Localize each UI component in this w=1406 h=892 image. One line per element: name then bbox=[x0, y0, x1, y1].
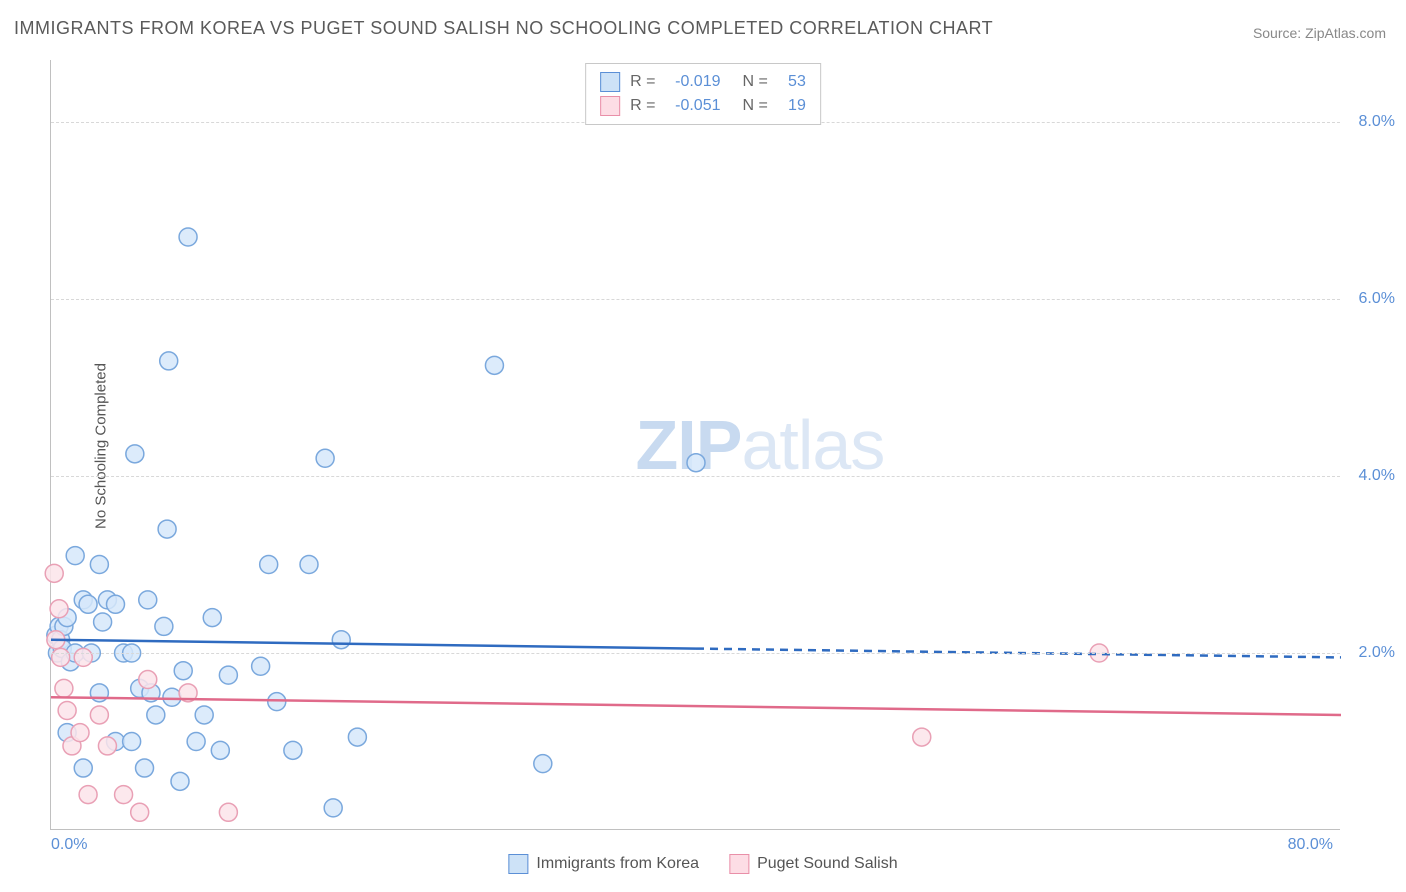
data-point bbox=[687, 454, 705, 472]
grid-line bbox=[51, 299, 1340, 300]
data-point bbox=[195, 706, 213, 724]
data-point bbox=[74, 648, 92, 666]
legend-correlation: R = -0.019 N = 53 R = -0.051 N = 19 bbox=[585, 63, 821, 125]
grid-line bbox=[51, 653, 1340, 654]
data-point bbox=[79, 595, 97, 613]
data-point bbox=[45, 564, 63, 582]
data-point bbox=[219, 803, 237, 821]
data-point bbox=[348, 728, 366, 746]
data-point bbox=[284, 741, 302, 759]
legend-swatch bbox=[729, 854, 749, 874]
data-point bbox=[160, 352, 178, 370]
legend-n-label: N = bbox=[743, 73, 768, 91]
data-point bbox=[139, 671, 157, 689]
data-point bbox=[79, 786, 97, 804]
legend-n-label: N = bbox=[743, 97, 768, 115]
data-point bbox=[171, 772, 189, 790]
data-point bbox=[485, 356, 503, 374]
data-point bbox=[163, 688, 181, 706]
data-point bbox=[139, 591, 157, 609]
legend-swatch bbox=[600, 96, 620, 116]
data-point bbox=[324, 799, 342, 817]
data-point bbox=[252, 657, 270, 675]
trend-line bbox=[51, 640, 696, 649]
data-point bbox=[187, 732, 205, 750]
legend-swatch bbox=[600, 72, 620, 92]
data-point bbox=[158, 520, 176, 538]
x-max-label: 80.0% bbox=[1288, 836, 1333, 854]
data-point bbox=[50, 600, 68, 618]
legend-series-label: Puget Sound Salish bbox=[757, 855, 898, 873]
legend-correlation-row: R = -0.019 N = 53 bbox=[600, 70, 806, 94]
legend-n-value: 53 bbox=[778, 73, 806, 91]
data-point bbox=[534, 755, 552, 773]
data-point bbox=[260, 555, 278, 573]
data-point bbox=[219, 666, 237, 684]
data-point bbox=[52, 648, 70, 666]
legend-swatch bbox=[508, 854, 528, 874]
data-point bbox=[74, 759, 92, 777]
data-point bbox=[90, 555, 108, 573]
data-point bbox=[58, 702, 76, 720]
data-point bbox=[126, 445, 144, 463]
y-tick-label: 4.0% bbox=[1345, 467, 1395, 485]
data-point bbox=[107, 595, 125, 613]
data-point bbox=[115, 786, 133, 804]
data-point bbox=[136, 759, 154, 777]
y-tick-label: 6.0% bbox=[1345, 290, 1395, 308]
data-point bbox=[300, 555, 318, 573]
data-point bbox=[211, 741, 229, 759]
data-point bbox=[174, 662, 192, 680]
data-point bbox=[98, 737, 116, 755]
grid-line bbox=[51, 476, 1340, 477]
x-min-label: 0.0% bbox=[51, 836, 87, 854]
data-point bbox=[55, 679, 73, 697]
legend-series-item: Immigrants from Korea bbox=[508, 854, 699, 874]
legend-r-value: -0.051 bbox=[666, 97, 721, 115]
legend-n-value: 19 bbox=[778, 97, 806, 115]
trend-line bbox=[51, 697, 1341, 715]
plot-area: ZIPatlas 0.0% 80.0% 2.0%4.0%6.0%8.0% bbox=[50, 60, 1340, 830]
data-point bbox=[332, 631, 350, 649]
legend-correlation-row: R = -0.051 N = 19 bbox=[600, 94, 806, 118]
legend-r-label: R = bbox=[630, 97, 655, 115]
legend-series: Immigrants from Korea Puget Sound Salish bbox=[508, 854, 897, 874]
data-point bbox=[155, 617, 173, 635]
source-label: Source: ZipAtlas.com bbox=[1253, 25, 1386, 41]
chart-title: IMMIGRANTS FROM KOREA VS PUGET SOUND SAL… bbox=[14, 18, 993, 39]
legend-r-label: R = bbox=[630, 73, 655, 91]
legend-series-label: Immigrants from Korea bbox=[536, 855, 699, 873]
legend-series-item: Puget Sound Salish bbox=[729, 854, 898, 874]
data-point bbox=[913, 728, 931, 746]
data-point bbox=[179, 228, 197, 246]
data-point bbox=[131, 803, 149, 821]
y-tick-label: 8.0% bbox=[1345, 113, 1395, 131]
y-tick-label: 2.0% bbox=[1345, 644, 1395, 662]
data-point bbox=[66, 547, 84, 565]
legend-r-value: -0.019 bbox=[666, 73, 721, 91]
chart-svg bbox=[51, 60, 1340, 829]
data-point bbox=[94, 613, 112, 631]
data-point bbox=[316, 449, 334, 467]
data-point bbox=[203, 609, 221, 627]
data-point bbox=[147, 706, 165, 724]
data-point bbox=[71, 724, 89, 742]
data-point bbox=[90, 706, 108, 724]
data-point bbox=[123, 732, 141, 750]
